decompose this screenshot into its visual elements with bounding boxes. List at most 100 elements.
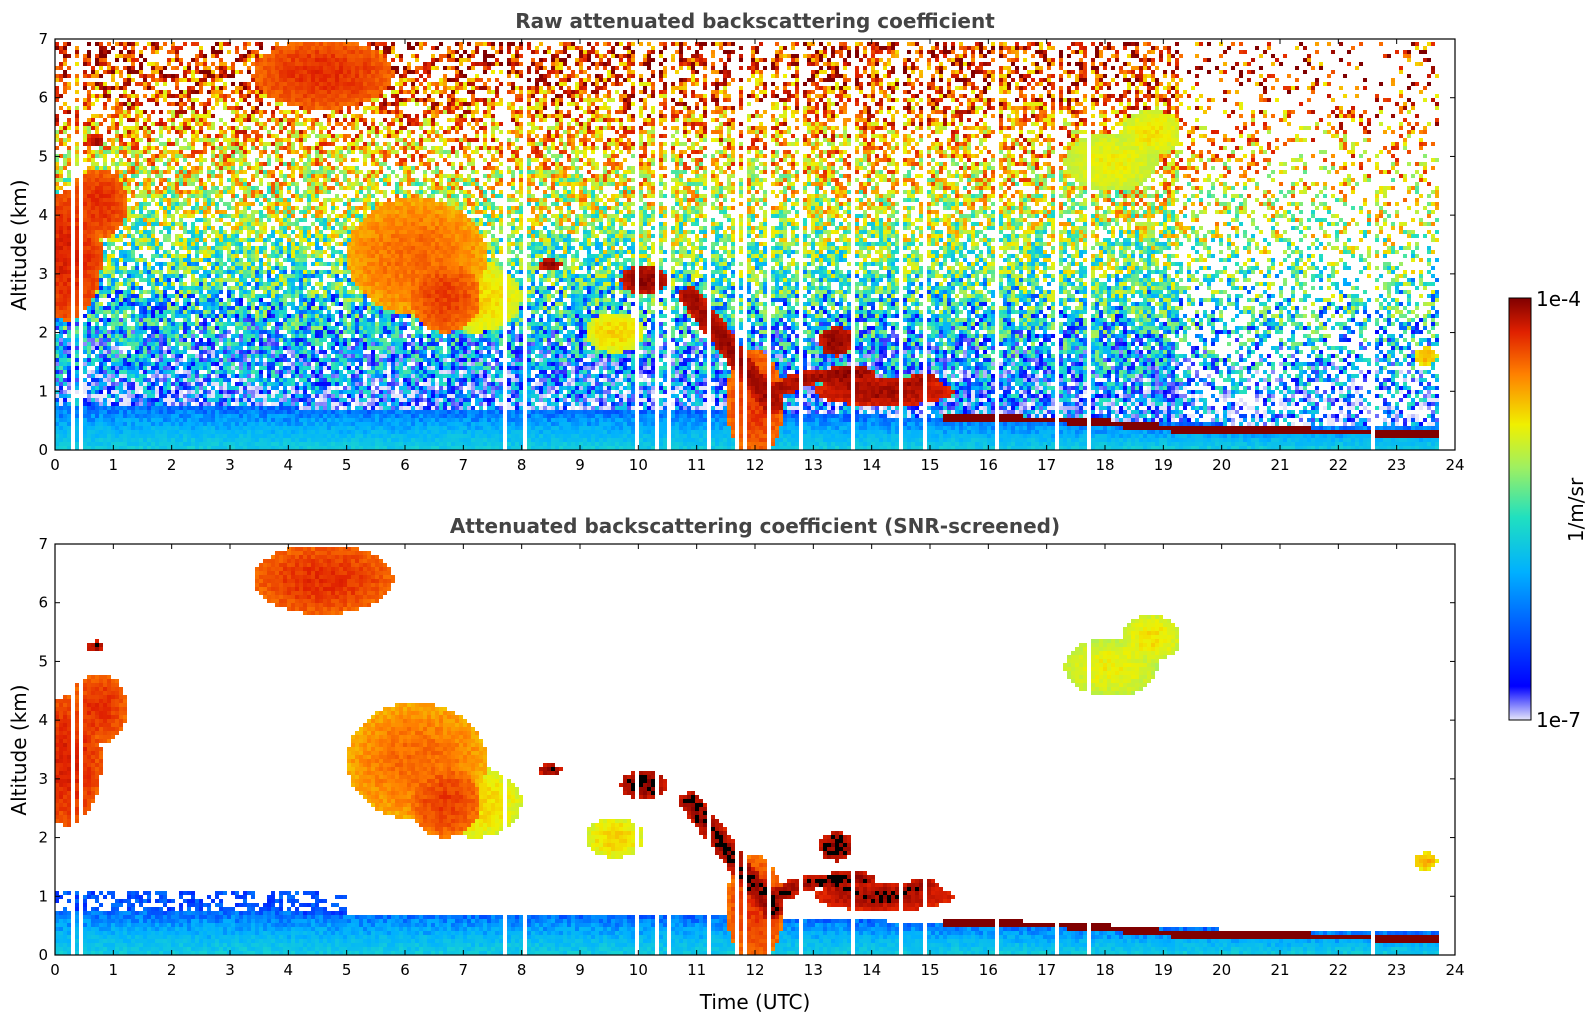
heatmap-cell bbox=[271, 434, 275, 438]
heatmap-cell bbox=[295, 406, 299, 410]
heatmap-cell bbox=[119, 290, 123, 294]
heatmap-cell bbox=[75, 158, 79, 162]
heatmap-cell bbox=[227, 418, 231, 426]
heatmap-cell bbox=[183, 230, 187, 234]
heatmap-cell bbox=[55, 218, 59, 222]
heatmap-cell bbox=[63, 158, 67, 162]
heatmap-cell bbox=[187, 382, 191, 386]
heatmap-cell bbox=[95, 138, 99, 146]
heatmap-cell bbox=[99, 58, 103, 62]
heatmap-cell bbox=[231, 98, 235, 102]
heatmap-cell bbox=[267, 378, 271, 382]
heatmap-cell bbox=[175, 346, 179, 350]
heatmap-cell bbox=[207, 174, 211, 178]
heatmap-cell bbox=[147, 418, 151, 422]
heatmap-cell bbox=[75, 446, 79, 450]
heatmap-cell bbox=[207, 142, 211, 146]
heatmap-cell bbox=[171, 430, 175, 434]
heatmap-cell bbox=[139, 138, 143, 142]
heatmap-cell bbox=[267, 54, 271, 58]
heatmap-cell bbox=[55, 406, 59, 410]
heatmap-cell bbox=[271, 206, 275, 210]
heatmap-cell bbox=[207, 290, 211, 294]
heatmap-cell bbox=[87, 442, 91, 446]
heatmap-cell bbox=[167, 270, 171, 274]
heatmap-cell bbox=[303, 414, 307, 418]
heatmap-cell bbox=[159, 302, 163, 306]
heatmap-cell bbox=[287, 418, 291, 422]
heatmap-cell bbox=[119, 234, 123, 238]
heatmap-cell bbox=[195, 210, 199, 214]
heatmap-cell bbox=[231, 286, 235, 290]
heatmap-cell bbox=[107, 222, 111, 226]
heatmap-cell bbox=[67, 134, 71, 138]
heatmap-cell bbox=[55, 434, 59, 438]
heatmap-cell bbox=[99, 42, 103, 46]
heatmap-cell bbox=[151, 342, 155, 346]
heatmap-cell bbox=[239, 290, 243, 294]
heatmap-cell bbox=[287, 446, 291, 450]
heatmap-cell bbox=[251, 322, 255, 326]
heatmap-cell bbox=[295, 366, 299, 370]
heatmap-cell bbox=[87, 146, 91, 150]
heatmap-cell bbox=[175, 338, 179, 342]
heatmap-cell bbox=[75, 230, 79, 234]
heatmap-cell bbox=[207, 274, 211, 278]
heatmap-cell bbox=[87, 298, 91, 302]
heatmap-cell bbox=[83, 330, 87, 334]
heatmap-cell bbox=[259, 154, 263, 158]
heatmap-cell bbox=[291, 78, 295, 82]
heatmap-cell bbox=[115, 426, 119, 430]
heatmap-cell bbox=[223, 430, 227, 434]
heatmap-cell bbox=[103, 62, 107, 66]
heatmap-cell bbox=[235, 434, 239, 438]
heatmap-cell bbox=[247, 258, 251, 262]
heatmap-cell bbox=[251, 306, 255, 310]
heatmap-cell bbox=[171, 446, 175, 450]
heatmap-cell bbox=[119, 198, 123, 202]
heatmap-cell bbox=[199, 302, 203, 306]
heatmap-cell bbox=[267, 170, 271, 174]
heatmap-cell bbox=[219, 382, 223, 386]
heatmap-cell bbox=[123, 314, 127, 318]
heatmap-cell bbox=[151, 322, 155, 326]
heatmap-cell bbox=[243, 222, 247, 226]
heatmap-cell bbox=[87, 182, 91, 186]
heatmap-cell bbox=[167, 206, 171, 210]
heatmap-cell bbox=[103, 314, 107, 318]
heatmap-cell bbox=[147, 222, 151, 226]
heatmap-cell bbox=[147, 98, 151, 102]
heatmap-cell bbox=[219, 246, 223, 250]
heatmap-cell bbox=[275, 298, 279, 302]
heatmap-cell bbox=[195, 242, 199, 246]
heatmap-cell bbox=[187, 230, 191, 234]
heatmap-cell bbox=[211, 418, 215, 422]
heatmap-cell bbox=[171, 390, 175, 394]
heatmap-cell bbox=[259, 326, 263, 330]
heatmap-cell bbox=[67, 302, 71, 306]
heatmap-cell bbox=[91, 82, 95, 86]
heatmap-cell bbox=[211, 162, 215, 166]
heatmap-cell bbox=[307, 446, 311, 450]
heatmap-cell bbox=[171, 422, 175, 426]
heatmap-cell bbox=[179, 106, 183, 110]
heatmap-cell bbox=[179, 410, 183, 414]
heatmap-cell bbox=[91, 414, 95, 418]
heatmap-cell bbox=[107, 434, 111, 438]
heatmap-cell bbox=[67, 374, 71, 378]
heatmap-cell bbox=[203, 322, 207, 326]
heatmap-cell bbox=[107, 146, 111, 150]
heatmap-cell bbox=[291, 426, 295, 430]
heatmap-cell bbox=[127, 434, 131, 442]
heatmap-cell bbox=[215, 166, 219, 170]
heatmap-cell bbox=[243, 142, 247, 146]
heatmap-cell bbox=[163, 66, 167, 70]
heatmap-cell bbox=[111, 234, 115, 238]
heatmap-cell bbox=[235, 322, 239, 326]
heatmap-cell bbox=[131, 298, 135, 302]
heatmap-cell bbox=[155, 66, 159, 70]
heatmap-cell bbox=[235, 138, 239, 142]
heatmap-cell bbox=[115, 82, 119, 86]
heatmap-cell bbox=[283, 222, 287, 226]
heatmap-cell bbox=[111, 118, 115, 122]
